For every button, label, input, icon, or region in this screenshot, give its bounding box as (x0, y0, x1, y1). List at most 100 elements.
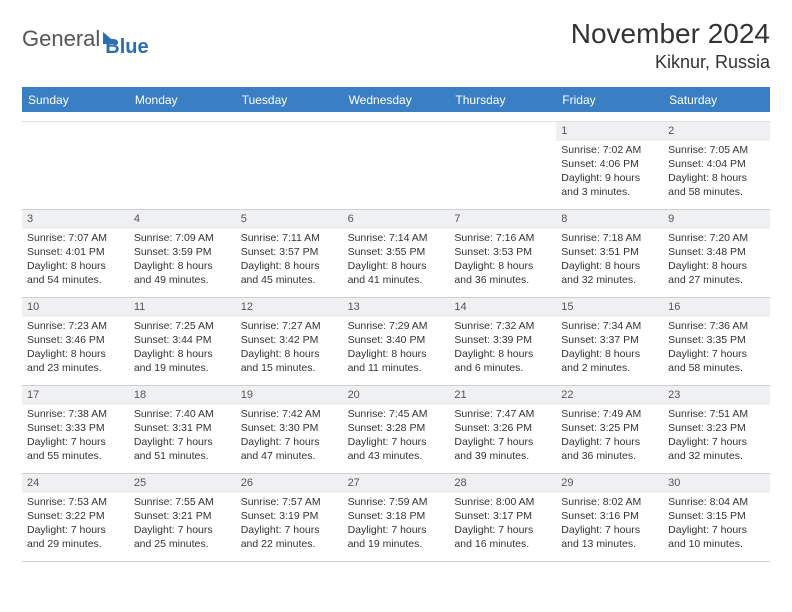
day-body: Sunrise: 7:51 AMSunset: 3:23 PMDaylight:… (663, 405, 770, 468)
sunset-text: Sunset: 3:31 PM (134, 421, 231, 435)
daylight-text: Daylight: 7 hours and 22 minutes. (241, 523, 338, 551)
daylight-text: Daylight: 7 hours and 32 minutes. (668, 435, 765, 463)
day-number: 6 (343, 210, 450, 229)
calendar-cell: 18Sunrise: 7:40 AMSunset: 3:31 PMDayligh… (129, 386, 236, 474)
sunrise-text: Sunrise: 7:02 AM (561, 143, 658, 157)
daylight-text: Daylight: 7 hours and 36 minutes. (561, 435, 658, 463)
day-body: Sunrise: 7:18 AMSunset: 3:51 PMDaylight:… (556, 229, 663, 292)
spacer-row (22, 112, 770, 122)
calendar-cell: 27Sunrise: 7:59 AMSunset: 3:18 PMDayligh… (343, 474, 450, 562)
calendar-week: 3 Sunrise: 7:07 AMSunset: 4:01 PM Daylight… (22, 210, 770, 298)
daylight-text: Daylight: 8 hours and 2 minutes. (561, 347, 658, 375)
daylight-text: Daylight: 7 hours and 47 minutes. (241, 435, 338, 463)
day-body: Sunrise: 7:38 AMSunset: 3:33 PMDaylight:… (22, 405, 129, 468)
calendar-cell: 16Sunrise: 7:36 AMSunset: 3:35 PMDayligh… (663, 298, 770, 386)
day-number: 24 (22, 474, 129, 493)
day-number: 25 (129, 474, 236, 493)
title-block: November 2024 Kiknur, Russia (571, 18, 770, 73)
sunrise-text: Sunrise: 7:18 AM (561, 231, 658, 245)
day-number: 28 (449, 474, 556, 493)
sunrise-text: Sunrise: 7:07 AM (27, 231, 124, 245)
day-body: Sunrise: 7:49 AMSunset: 3:25 PMDaylight:… (556, 405, 663, 468)
calendar-cell: 3Sunrise: 7:07 AMSunset: 4:01 PMDaylight… (22, 210, 129, 298)
sunrise-text: Sunrise: 7:49 AM (561, 407, 658, 421)
sunrise-text: Sunrise: 7:53 AM (27, 495, 124, 509)
sunrise-text: Sunrise: 7:20 AM (668, 231, 765, 245)
day-body: Sunrise: 7:53 AMSunset: 3:22 PMDaylight:… (22, 493, 129, 556)
sunrise-text: Sunrise: 7:40 AM (134, 407, 231, 421)
day-body: Sunrise: 7:09 AMSunset: 3:59 PMDaylight:… (129, 229, 236, 292)
sunset-text: Sunset: 3:17 PM (454, 509, 551, 523)
calendar-cell: 2Sunrise: 7:05 AMSunset: 4:04 PMDaylight… (663, 122, 770, 210)
calendar-week: 1Sunrise: 7:02 AMSunset: 4:06 PMDaylight… (22, 122, 770, 210)
sunrise-text: Sunrise: 7:36 AM (668, 319, 765, 333)
calendar-cell (343, 122, 450, 210)
sunrise-text: Sunrise: 8:02 AM (561, 495, 658, 509)
calendar-cell: 17Sunrise: 7:38 AMSunset: 3:33 PMDayligh… (22, 386, 129, 474)
calendar-cell: 8Sunrise: 7:18 AMSunset: 3:51 PMDaylight… (556, 210, 663, 298)
sunset-text: Sunset: 3:33 PM (27, 421, 124, 435)
header: General Blue November 2024 Kiknur, Russi… (22, 18, 770, 73)
day-body: Sunrise: 7:40 AMSunset: 3:31 PMDaylight:… (129, 405, 236, 468)
day-body: Sunrise: 7:45 AMSunset: 3:28 PMDaylight:… (343, 405, 450, 468)
daylight-text: Daylight: 7 hours and 19 minutes. (348, 523, 445, 551)
calendar-cell: 29Sunrise: 8:02 AMSunset: 3:16 PMDayligh… (556, 474, 663, 562)
sunrise-text: Sunrise: 7:25 AM (134, 319, 231, 333)
daylight-text: Daylight: 7 hours and 13 minutes. (561, 523, 658, 551)
day-number: 1 (556, 122, 663, 141)
sunrise-text: Sunrise: 7:57 AM (241, 495, 338, 509)
daylight-text: Daylight: 8 hours and 11 minutes. (348, 347, 445, 375)
day-number: 29 (556, 474, 663, 493)
daylight-text: Daylight: 7 hours and 55 minutes. (27, 435, 124, 463)
sunset-text: Sunset: 3:44 PM (134, 333, 231, 347)
sunset-text: Sunset: 3:23 PM (668, 421, 765, 435)
day-number: 11 (129, 298, 236, 317)
day-number: 4 (129, 210, 236, 229)
daylight-text: Daylight: 8 hours and 32 minutes. (561, 259, 658, 287)
daylight-text: Daylight: 7 hours and 16 minutes. (454, 523, 551, 551)
day-body: Sunrise: 7:59 AMSunset: 3:18 PMDaylight:… (343, 493, 450, 556)
calendar-cell (236, 122, 343, 210)
calendar-cell: 12Sunrise: 7:27 AMSunset: 3:42 PMDayligh… (236, 298, 343, 386)
daylight-text: Daylight: 8 hours and 58 minutes. (668, 171, 765, 199)
sunrise-text: Sunrise: 7:47 AM (454, 407, 551, 421)
day-body: Sunrise: 7:20 AMSunset: 3:48 PMDaylight:… (663, 229, 770, 292)
day-number: 3 (22, 210, 129, 229)
sunrise-text: Sunrise: 7:42 AM (241, 407, 338, 421)
sunrise-text: Sunrise: 8:00 AM (454, 495, 551, 509)
day-body: Sunrise: 7:14 AMSunset: 3:55 PMDaylight:… (343, 229, 450, 292)
sunset-text: Sunset: 3:51 PM (561, 245, 658, 259)
sunset-text: Sunset: 4:04 PM (668, 157, 765, 171)
day-body: Sunrise: 8:02 AMSunset: 3:16 PMDaylight:… (556, 493, 663, 556)
day-body: Sunrise: 7:02 AMSunset: 4:06 PMDaylight:… (556, 141, 663, 204)
sunrise-text: Sunrise: 7:34 AM (561, 319, 658, 333)
calendar-cell: 10Sunrise: 7:23 AMSunset: 3:46 PMDayligh… (22, 298, 129, 386)
day-number: 20 (343, 386, 450, 405)
weekday-tue: Tuesday (236, 88, 343, 112)
logo: General Blue (22, 18, 149, 59)
calendar-cell (22, 122, 129, 210)
sunset-text: Sunset: 3:53 PM (454, 245, 551, 259)
logo-word1: General (22, 26, 100, 52)
day-number: 10 (22, 298, 129, 317)
calendar-week: 10Sunrise: 7:23 AMSunset: 3:46 PMDayligh… (22, 298, 770, 386)
sunrise-text: Sunrise: 7:14 AM (348, 231, 445, 245)
sunrise-text: Sunrise: 7:29 AM (348, 319, 445, 333)
calendar-cell: 15Sunrise: 7:34 AMSunset: 3:37 PMDayligh… (556, 298, 663, 386)
day-number: 15 (556, 298, 663, 317)
sunset-text: Sunset: 3:48 PM (668, 245, 765, 259)
sunrise-text: Sunrise: 7:59 AM (348, 495, 445, 509)
location: Kiknur, Russia (571, 52, 770, 73)
sunset-text: Sunset: 3:15 PM (668, 509, 765, 523)
weekday-sat: Saturday (663, 88, 770, 112)
calendar-cell (449, 122, 556, 210)
day-number: 26 (236, 474, 343, 493)
day-body: Sunrise: 7:42 AMSunset: 3:30 PMDaylight:… (236, 405, 343, 468)
daylight-text: Daylight: 9 hours and 3 minutes. (561, 171, 658, 199)
calendar-week: 17Sunrise: 7:38 AMSunset: 3:33 PMDayligh… (22, 386, 770, 474)
sunset-text: Sunset: 4:01 PM (27, 245, 124, 259)
calendar: Sunday Monday Tuesday Wednesday Thursday… (22, 87, 770, 562)
sunset-text: Sunset: 3:35 PM (668, 333, 765, 347)
day-body: Sunrise: 8:04 AMSunset: 3:15 PMDaylight:… (663, 493, 770, 556)
day-body: Sunrise: 7:34 AMSunset: 3:37 PMDaylight:… (556, 317, 663, 380)
